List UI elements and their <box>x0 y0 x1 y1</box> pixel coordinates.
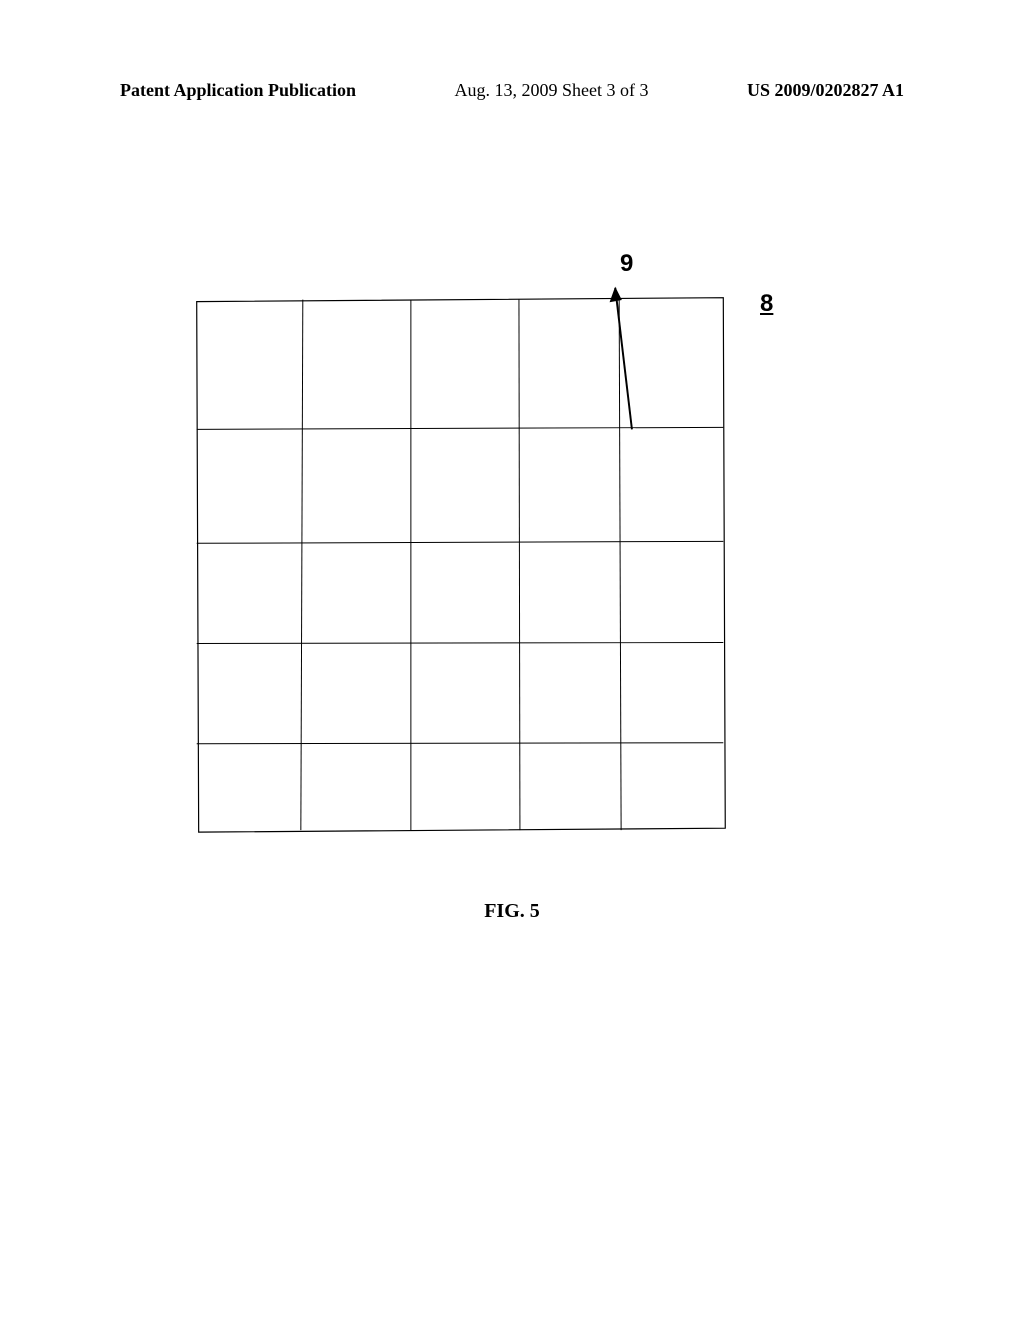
figure-5-diagram <box>190 280 730 840</box>
grid-hline-3 <box>197 643 724 644</box>
header-center: Aug. 13, 2009 Sheet 3 of 3 <box>455 80 649 101</box>
grid-hline-1 <box>197 427 724 429</box>
header-left: Patent Application Publication <box>120 80 356 101</box>
header-right: US 2009/0202827 A1 <box>747 80 904 101</box>
reference-label-9: 9 <box>620 250 633 278</box>
grid-vline-1 <box>301 300 303 831</box>
grid-vline-4 <box>619 300 621 831</box>
page-header: Patent Application Publication Aug. 13, … <box>0 80 1024 101</box>
figure-caption: FIG. 5 <box>0 900 1024 923</box>
reference-label-8: 8 <box>760 290 773 318</box>
grid-vline-3 <box>519 300 520 831</box>
grid-outer <box>197 298 726 832</box>
grid-hline-4 <box>197 743 724 744</box>
pointer-arrowhead-9 <box>610 288 621 302</box>
grid-svg <box>190 280 730 840</box>
pointer-line-9 <box>615 288 632 429</box>
grid-hline-2 <box>197 541 724 543</box>
